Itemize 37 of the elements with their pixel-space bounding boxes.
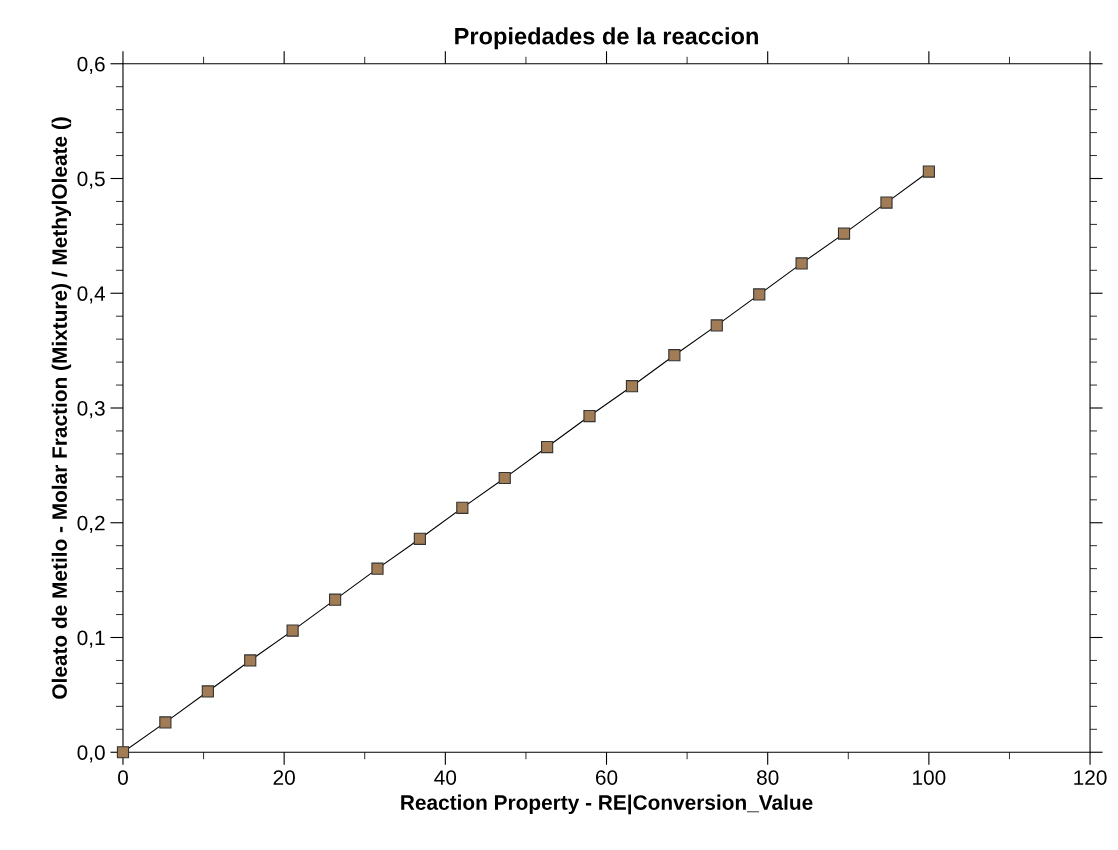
- y-tick-label: 0,0: [77, 745, 105, 763]
- point: [456, 501, 469, 514]
- x-tick-label: 40: [434, 770, 457, 785]
- chart-title: Propiedades de la reaccion: [455, 27, 758, 50]
- x-tick-label: 60: [595, 770, 618, 785]
- point: [668, 349, 681, 362]
- x-axis-title: Reaction Property - RE|Conversion_Value: [401, 794, 813, 815]
- point: [498, 471, 511, 485]
- y-tick-label: 0,3: [77, 401, 105, 419]
- point: [541, 440, 554, 454]
- point: [286, 624, 299, 637]
- x-tick-label: 100: [913, 770, 946, 785]
- point: [413, 532, 426, 545]
- point: [201, 685, 214, 698]
- point: [880, 196, 893, 209]
- point: [116, 746, 130, 759]
- x-tick-label: 80: [757, 770, 779, 785]
- y-tick-label: 0,2: [77, 515, 105, 533]
- x-tick-label: 120: [1074, 770, 1107, 785]
- point: [837, 227, 851, 240]
- point: [710, 319, 723, 332]
- point: [625, 380, 639, 393]
- point: [159, 716, 172, 729]
- y-tick-label: 0,5: [77, 171, 105, 189]
- y-tick-label: 0,1: [77, 630, 105, 648]
- point: [371, 562, 384, 575]
- y-tick-label: 0,4: [77, 286, 106, 304]
- point: [753, 288, 766, 301]
- point: [922, 165, 935, 178]
- point: [795, 257, 808, 270]
- y-axis-title: Oleato de Metilo - Molar Fraction (Mixture) / MethylOleate (): [51, 117, 72, 699]
- point: [328, 593, 342, 606]
- point: [244, 654, 257, 667]
- point: [583, 409, 596, 423]
- y-tick-label: 0,6: [77, 56, 105, 74]
- x-tick-label: 0: [118, 770, 128, 785]
- x-tick-label: 20: [273, 770, 295, 785]
